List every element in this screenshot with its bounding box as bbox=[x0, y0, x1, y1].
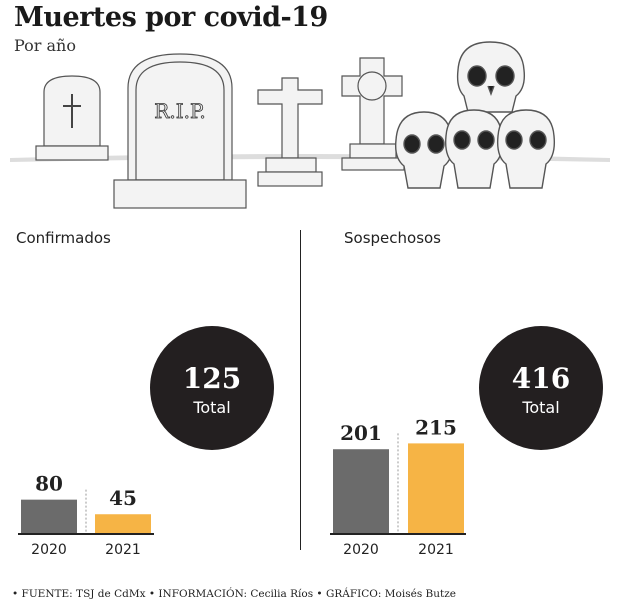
x-tick-label: 2021 bbox=[418, 542, 454, 558]
total-circle bbox=[150, 326, 274, 450]
panel-title-confirmados: Confirmados bbox=[16, 229, 111, 247]
x-tick-label: 2020 bbox=[343, 542, 379, 558]
bar-value-label: 45 bbox=[109, 486, 137, 510]
x-tick-label: 2020 bbox=[31, 542, 67, 558]
graveyard-illustration: R.I.P. bbox=[10, 41, 610, 209]
total-label: Total bbox=[521, 398, 559, 417]
bar-2020 bbox=[333, 449, 389, 533]
bar-charts: 80 2020 45 2021 125 Total 201 2020 215 2021 416 Tot… bbox=[18, 326, 603, 558]
bar-2021 bbox=[95, 514, 151, 533]
bar-2020 bbox=[21, 499, 77, 533]
bar-value-label: 215 bbox=[415, 415, 457, 439]
skull-pile-icon bbox=[394, 41, 556, 189]
panel-divider bbox=[300, 230, 301, 550]
panel-title-sospechosos: Sospechosos bbox=[344, 229, 442, 247]
bar-value-label: 80 bbox=[35, 472, 63, 496]
cross-icon bbox=[257, 77, 323, 187]
source-credits: • FUENTE: TSJ de CdMx • INFORMACIÓN: Cec… bbox=[12, 588, 456, 600]
rip-text: R.I.P. bbox=[154, 99, 205, 123]
bar-value-label: 201 bbox=[340, 421, 382, 445]
total-label: Total bbox=[192, 398, 230, 417]
chart-subtitle: Por año bbox=[14, 36, 76, 55]
total-circle bbox=[479, 326, 603, 450]
total-value: 416 bbox=[512, 362, 570, 395]
total-value: 125 bbox=[183, 362, 241, 395]
small-tombstone-icon bbox=[35, 75, 109, 161]
chart-title: Muertes por covid-19 bbox=[14, 2, 328, 33]
bar-2021 bbox=[408, 443, 464, 533]
rip-tombstone-icon: R.I.P. bbox=[113, 53, 247, 209]
x-tick-label: 2021 bbox=[105, 542, 141, 558]
